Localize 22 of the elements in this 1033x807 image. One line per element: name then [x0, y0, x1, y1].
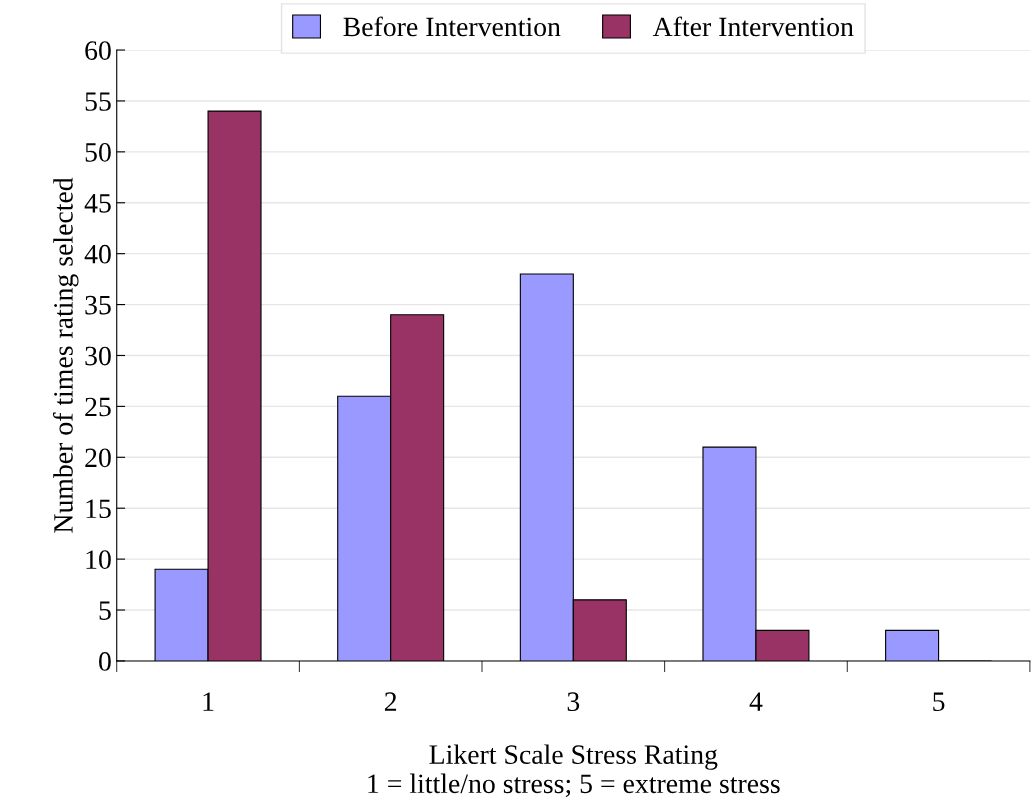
y-tick-label: 20	[85, 448, 111, 468]
y-tick-label: 15	[86, 499, 111, 519]
legend-label: After Intervention	[652, 16, 854, 37]
y-tick-label: 30	[85, 346, 111, 366]
x-tick-label: 4	[749, 692, 763, 711]
x-tick-label: 2	[384, 692, 397, 711]
y-tick-label: 40	[84, 244, 111, 264]
y-tick-label: 35	[85, 295, 111, 315]
y-tick-label: 10	[86, 550, 111, 570]
y-tick-label: 60	[85, 41, 111, 60]
y-tick-label: 5	[99, 601, 111, 620]
legend-label: Before Intervention	[343, 16, 561, 37]
y-tick-label: 45	[84, 194, 111, 213]
y-tick-label: 25	[85, 397, 111, 417]
y-tick-label: 50	[85, 143, 111, 162]
y-tick-label: 0	[99, 652, 111, 671]
x-axis-title: Likert Scale Stress Rating 1 = little/no stress; 5 = extreme stress	[368, 744, 780, 798]
x-tick-label: 1	[203, 692, 214, 711]
x-tick-label: 3	[567, 692, 580, 712]
y-axis-title: Number of times rating selected	[52, 177, 79, 533]
y-tick-label: 55	[85, 92, 111, 111]
x-tick-label: 5	[933, 692, 945, 712]
